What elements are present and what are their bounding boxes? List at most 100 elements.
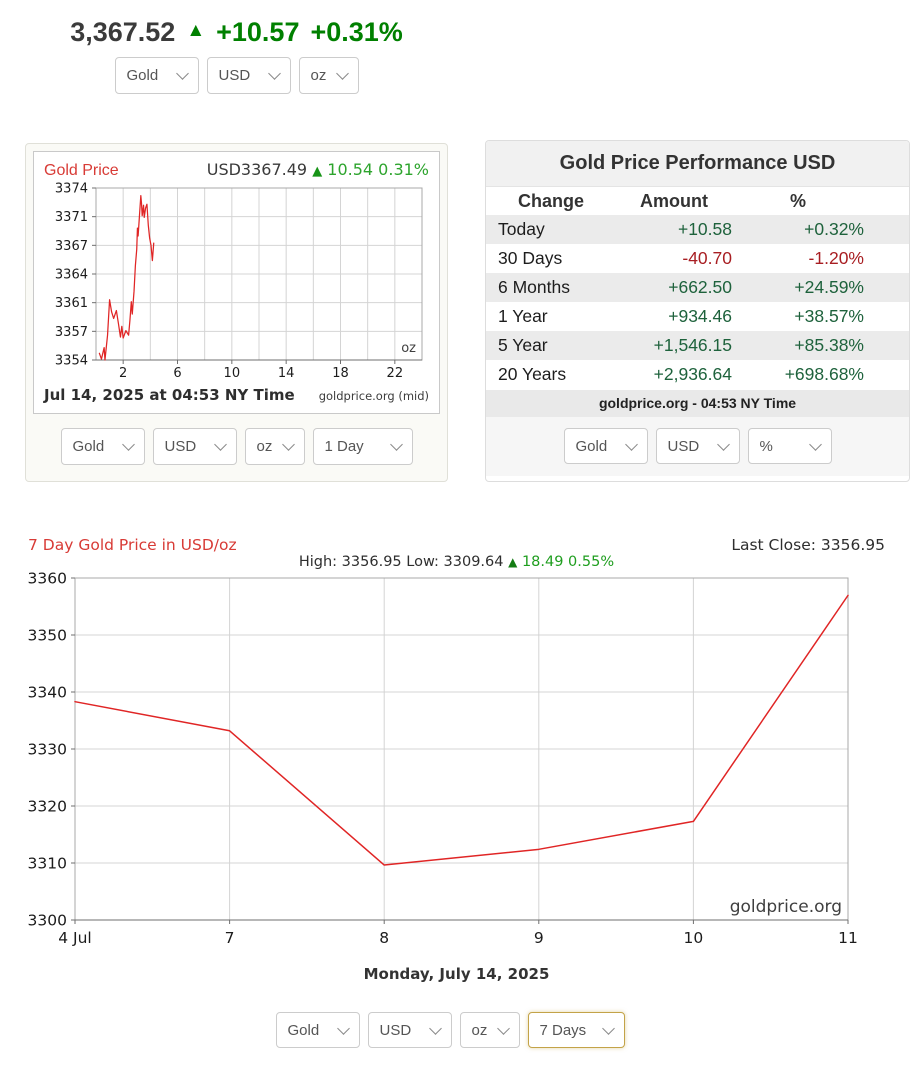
mini-price: USD3367.49 bbox=[206, 160, 308, 179]
column-header-amount: Amount bbox=[640, 191, 708, 211]
chevron-down-icon bbox=[175, 66, 189, 80]
metal-select[interactable]: Gold bbox=[60, 428, 145, 465]
svg-text:3340: 3340 bbox=[28, 683, 67, 701]
spot-change-percent: +0.31% bbox=[310, 17, 403, 47]
spot-price: 3,367.52 bbox=[70, 17, 176, 47]
mini-chart-source: goldprice.org (mid) bbox=[318, 389, 429, 403]
chevron-down-icon bbox=[335, 66, 349, 80]
period-select-value: 7 Days bbox=[539, 1021, 587, 1039]
chevron-down-icon bbox=[716, 437, 730, 451]
svg-text:8: 8 bbox=[379, 929, 389, 947]
svg-text:3361: 3361 bbox=[55, 296, 88, 311]
svg-text:3350: 3350 bbox=[28, 626, 67, 644]
metal-select-value: Gold bbox=[575, 437, 608, 455]
chevron-down-icon bbox=[267, 66, 281, 80]
row-label: 5 Year bbox=[486, 331, 616, 360]
seven-day-line-chart: 3300 3310 3320 3330 3340 3350 3360 4 Jul 7 8 9 10 11… bbox=[28, 570, 858, 947]
chevron-down-icon bbox=[121, 438, 135, 451]
metal-select[interactable]: Gold bbox=[275, 1012, 360, 1048]
svg-text:3330: 3330 bbox=[28, 740, 67, 758]
row-label: 1 Year bbox=[498, 306, 548, 326]
intraday-line-chart: 3354 3357 3361 3364 3367 3371 3374 2 6 10 14 18 22 oz bbox=[55, 182, 423, 381]
metal-select-value: Gold bbox=[126, 66, 159, 84]
row-percent: +0.32% bbox=[732, 215, 909, 244]
week-change-label: 18.49 0.55% bbox=[521, 554, 615, 570]
column-header-percent: % bbox=[789, 191, 806, 211]
unit-select-value: oz bbox=[471, 1021, 488, 1039]
column-header-change: Change bbox=[517, 191, 584, 211]
svg-text:7: 7 bbox=[225, 929, 235, 947]
svg-text:11: 11 bbox=[838, 929, 858, 947]
performance-table: Change Amount % Today +10.58 +0.32% 30 D… bbox=[486, 187, 909, 389]
period-select[interactable]: 7 Days bbox=[527, 1012, 625, 1048]
metal-select-value: Gold bbox=[287, 1021, 320, 1039]
unit-select[interactable]: oz bbox=[298, 56, 359, 94]
unit-select-value: % bbox=[759, 437, 773, 455]
low-label: Low: 3309.64 bbox=[406, 554, 504, 570]
up-arrow-icon: ▲ bbox=[312, 164, 323, 179]
row-amount: +10.58 bbox=[616, 215, 732, 244]
performance-footer: goldprice.org - 04:53 NY Time bbox=[486, 390, 909, 417]
last-close-label: Last Close: 3356.95 bbox=[731, 536, 885, 554]
svg-text:18: 18 bbox=[332, 366, 349, 381]
currency-select-value: USD bbox=[164, 438, 197, 455]
row-amount: +934.46 bbox=[668, 306, 732, 326]
metal-select-value: Gold bbox=[72, 438, 105, 455]
row-percent: +698.68% bbox=[784, 364, 864, 384]
metal-select[interactable]: Gold bbox=[114, 56, 199, 94]
currency-select[interactable]: USD bbox=[206, 56, 291, 94]
main-chart-title: 7 Day Gold Price in USD/oz bbox=[28, 536, 237, 554]
spot-change-amount: +10.57 bbox=[216, 17, 300, 47]
svg-text:22: 22 bbox=[387, 366, 404, 381]
up-arrow-icon: ▲ bbox=[508, 555, 518, 569]
unit-select[interactable]: oz bbox=[459, 1012, 520, 1048]
currency-select[interactable]: USD bbox=[655, 428, 740, 464]
unit-select[interactable]: oz bbox=[244, 428, 305, 465]
row-amount: +2,936.64 bbox=[653, 364, 732, 384]
unit-select-value: oz bbox=[256, 438, 273, 455]
chevron-down-icon bbox=[428, 1021, 442, 1035]
svg-text:3357: 3357 bbox=[55, 325, 88, 340]
svg-text:3300: 3300 bbox=[28, 911, 67, 929]
intraday-chart-card: Gold Price USD3367.49 ▲ 10.54 0.31% 3354… bbox=[33, 151, 440, 414]
svg-text:2: 2 bbox=[119, 366, 127, 381]
svg-text:3364: 3364 bbox=[55, 268, 88, 283]
row-label: 6 Months bbox=[486, 273, 616, 302]
currency-select[interactable]: USD bbox=[152, 428, 237, 465]
intraday-chart-panel: Gold Price USD3367.49 ▲ 10.54 0.31% 3354… bbox=[25, 143, 448, 482]
mini-chart-title: Gold Price bbox=[44, 162, 119, 179]
row-amount: +662.50 bbox=[616, 273, 732, 302]
chevron-down-icon bbox=[601, 1021, 615, 1035]
svg-text:3371: 3371 bbox=[55, 210, 88, 225]
currency-select[interactable]: USD bbox=[367, 1012, 452, 1048]
chevron-down-icon bbox=[389, 438, 403, 451]
chevron-down-icon bbox=[808, 437, 822, 451]
row-amount: +1,546.15 bbox=[616, 331, 732, 360]
performance-panel: Gold Price Performance USD Change Amount… bbox=[485, 140, 910, 482]
period-select[interactable]: 1 Day bbox=[312, 428, 413, 465]
chevron-down-icon bbox=[336, 1021, 350, 1035]
unit-select[interactable]: % bbox=[747, 428, 832, 464]
high-label: High: 3356.95 bbox=[298, 554, 402, 570]
svg-text:3374: 3374 bbox=[55, 182, 88, 197]
mini-chart-timestamp: Jul 14, 2025 at 04:53 NY Time bbox=[44, 386, 295, 404]
svg-text:4 Jul: 4 Jul bbox=[58, 929, 92, 947]
currency-select-value: USD bbox=[379, 1021, 412, 1039]
currency-select-value: USD bbox=[667, 437, 700, 455]
row-percent: +85.38% bbox=[732, 331, 909, 360]
svg-text:oz: oz bbox=[401, 341, 416, 356]
svg-text:goldprice.org: goldprice.org bbox=[730, 897, 842, 917]
high-low-row: High: 3356.95 Low: 3309.64 ▲ 18.49 0.55% bbox=[0, 554, 913, 570]
svg-text:9: 9 bbox=[534, 929, 544, 947]
svg-text:10: 10 bbox=[684, 929, 704, 947]
svg-text:3354: 3354 bbox=[55, 354, 88, 369]
chevron-down-icon bbox=[624, 437, 638, 451]
row-label: Today bbox=[486, 215, 616, 244]
row-percent: -1.20% bbox=[808, 248, 864, 268]
metal-select[interactable]: Gold bbox=[563, 428, 648, 464]
chart-date-caption: Monday, July 14, 2025 bbox=[363, 965, 550, 983]
row-percent: +24.59% bbox=[732, 273, 909, 302]
svg-text:3367: 3367 bbox=[55, 239, 88, 254]
chevron-down-icon bbox=[213, 438, 227, 451]
period-select-value: 1 Day bbox=[324, 438, 364, 455]
